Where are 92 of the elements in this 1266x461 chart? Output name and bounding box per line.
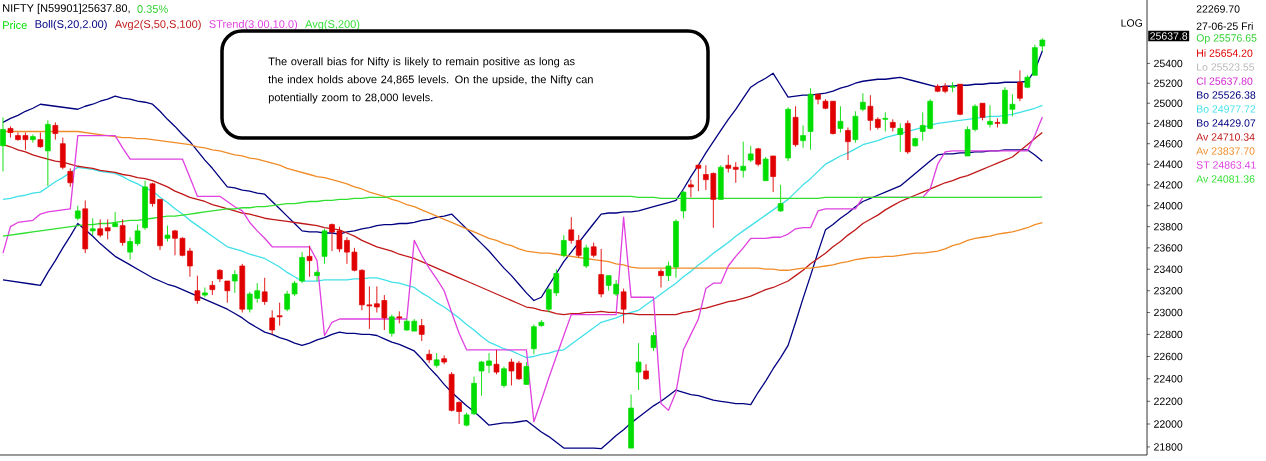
candlestick bbox=[1017, 69, 1023, 102]
text: 27-06-25 Fri bbox=[1196, 22, 1253, 30]
candlestick bbox=[493, 349, 500, 375]
candlestick bbox=[620, 288, 627, 324]
candlestick bbox=[852, 110, 859, 144]
candlestick bbox=[202, 287, 208, 298]
candlestick bbox=[568, 216, 575, 245]
candlestick bbox=[867, 94, 874, 131]
candlestick bbox=[770, 155, 776, 193]
text: Lo 25523.55 bbox=[1197, 63, 1255, 71]
text: Cl 25637.80 bbox=[1196, 77, 1253, 85]
candlestick bbox=[882, 111, 889, 132]
y-tick-label: 24600 bbox=[1154, 140, 1183, 148]
y-tick-label: 23600 bbox=[1154, 244, 1183, 252]
candlestick bbox=[224, 280, 231, 304]
candlestick bbox=[389, 314, 395, 338]
candlestick bbox=[650, 331, 657, 352]
text: 22269.70 bbox=[1196, 5, 1240, 13]
text: Op 25576.65 bbox=[1196, 34, 1257, 44]
candlestick bbox=[845, 126, 851, 161]
text: ST 24863.41 bbox=[1196, 161, 1256, 169]
candlestick bbox=[800, 124, 806, 149]
candlestick bbox=[658, 268, 664, 288]
text: Hi 25654.20 bbox=[1197, 49, 1253, 57]
y-tick-label: 22000 bbox=[1154, 420, 1183, 428]
candlestick bbox=[119, 218, 126, 247]
candlestick bbox=[523, 361, 530, 385]
candlestick bbox=[0, 116, 6, 172]
y-tick-label: 22200 bbox=[1154, 397, 1183, 406]
y-tick-label: 23400 bbox=[1154, 265, 1183, 273]
candlestick bbox=[695, 163, 702, 192]
candlestick bbox=[276, 302, 283, 327]
candlestick bbox=[688, 179, 694, 198]
text: Avg(S,200) bbox=[305, 19, 360, 31]
candlestick bbox=[60, 137, 66, 170]
annotation: The overall bias for Nifty is likely to remain positive as long as the index holds above 24,865 levels. On the upside, the Nifty can potentially zoom to 28,000 levels. bbox=[268, 57, 593, 104]
candlestick bbox=[194, 275, 201, 305]
y-tick-label: 22600 bbox=[1154, 352, 1183, 361]
y-tick-label: 23000 bbox=[1154, 308, 1183, 317]
text: Av 23837.70 bbox=[1196, 147, 1255, 155]
text: Boll(S,20,2.00) bbox=[35, 19, 107, 31]
candlestick bbox=[860, 92, 866, 112]
y-tick-label: 25000 bbox=[1154, 99, 1183, 107]
text: 25637.8 bbox=[1150, 32, 1188, 40]
candlestick bbox=[314, 269, 320, 282]
candlestick bbox=[575, 234, 582, 258]
chart-title: NIFTY [N59901]25637.80, bbox=[3, 3, 130, 15]
candlestick bbox=[560, 234, 567, 258]
candlestick bbox=[777, 184, 784, 213]
text: LOG bbox=[1121, 19, 1143, 27]
candlestick bbox=[740, 141, 747, 179]
text: Avg2(S,50,S,100) bbox=[114, 19, 201, 31]
text: STrend(3.00,10.0) bbox=[209, 19, 298, 31]
candlestick bbox=[104, 218, 111, 240]
text: Price bbox=[3, 20, 27, 30]
candlestick bbox=[269, 309, 275, 335]
y-tick-label: 24000 bbox=[1154, 201, 1183, 210]
y-tick-label: 25200 bbox=[1154, 79, 1183, 87]
candlestick bbox=[531, 324, 537, 355]
candlestick bbox=[261, 277, 268, 306]
y-tick-label: 24200 bbox=[1154, 181, 1183, 189]
y-tick-label: 25400 bbox=[1154, 59, 1183, 68]
candlestick bbox=[732, 161, 739, 184]
candlestick bbox=[987, 104, 993, 128]
candlestick bbox=[897, 122, 904, 153]
y-tick-label: 21800 bbox=[1154, 443, 1183, 451]
candlestick bbox=[67, 167, 74, 188]
chart-subtitle: 0.35% bbox=[137, 5, 168, 13]
text: Bo 24977.72 bbox=[1197, 105, 1256, 113]
candlestick bbox=[418, 318, 425, 342]
text: Av 24710.34 bbox=[1196, 133, 1255, 141]
y-tick-label: 24400 bbox=[1154, 160, 1183, 168]
candlestick bbox=[501, 366, 507, 389]
candlestick bbox=[635, 342, 642, 391]
candlestick bbox=[680, 190, 687, 219]
y-tick-label: 22400 bbox=[1154, 375, 1183, 383]
candlestick bbox=[231, 269, 238, 294]
candlestick bbox=[30, 134, 36, 144]
candlestick bbox=[598, 248, 604, 298]
candlestick bbox=[583, 244, 590, 269]
text: Bo 25526.38 bbox=[1197, 91, 1256, 99]
candlestick bbox=[643, 363, 649, 381]
text: Av 24081.36 bbox=[1196, 175, 1255, 183]
candlestick bbox=[837, 105, 844, 133]
candlestick bbox=[299, 251, 305, 284]
y-tick-label: 23200 bbox=[1154, 287, 1183, 295]
y-tick-label: 24800 bbox=[1154, 119, 1183, 128]
candlestick bbox=[306, 245, 313, 278]
text: Bo 24429.07 bbox=[1197, 119, 1256, 127]
y-tick-label: 23800 bbox=[1154, 222, 1183, 231]
y-tick-label: 22800 bbox=[1154, 330, 1183, 339]
candlestick bbox=[762, 156, 769, 182]
